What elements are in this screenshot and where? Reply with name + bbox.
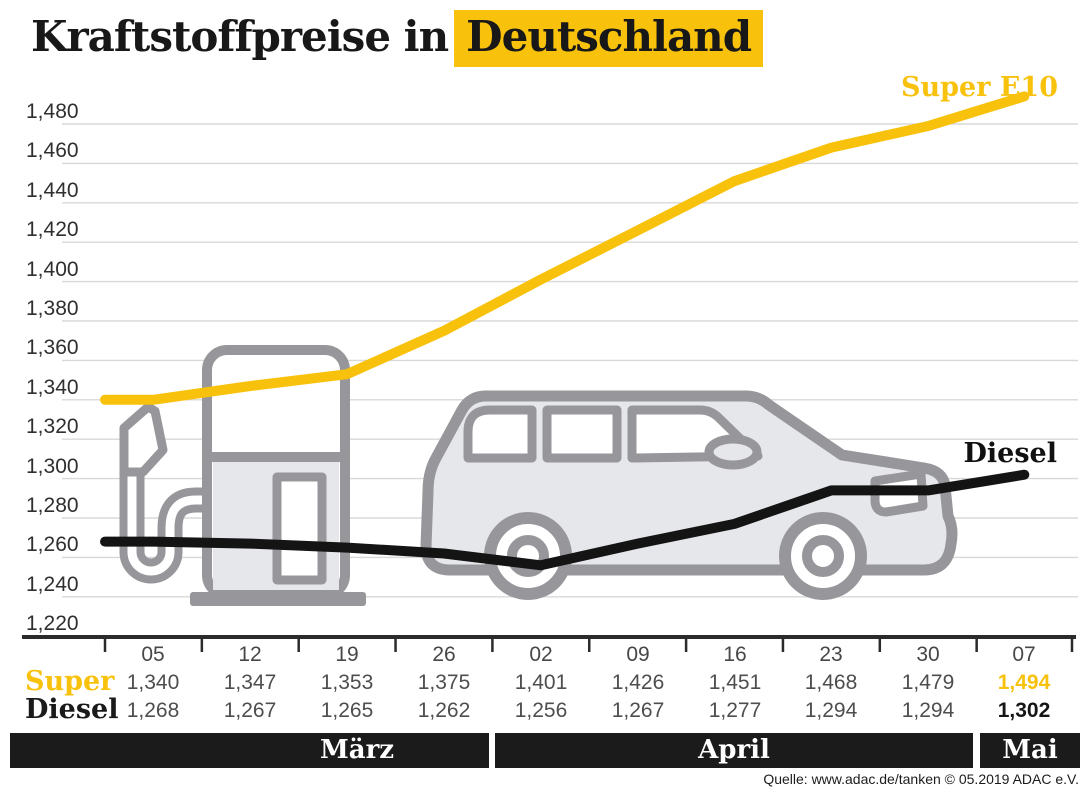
super-price-cell: 1,494 bbox=[997, 671, 1051, 694]
y-axis-label: 1,300 bbox=[26, 455, 79, 478]
month-band-april: April bbox=[495, 733, 973, 768]
fuel-pump-icon bbox=[119, 345, 366, 606]
y-axis-label: 1,380 bbox=[26, 297, 79, 320]
date-label: 26 bbox=[432, 643, 456, 666]
table-row-label-super: Super bbox=[25, 666, 115, 697]
page-title: Kraftstoffpreise in Deutschland bbox=[31, 10, 764, 67]
diesel-price-cell: 1,265 bbox=[320, 699, 374, 722]
y-axis-label: 1,400 bbox=[26, 258, 79, 281]
diesel-price-cell: 1,256 bbox=[514, 699, 568, 722]
x-axis bbox=[22, 635, 1076, 652]
super-price-cell: 1,479 bbox=[901, 671, 955, 694]
y-axis-label: 1,360 bbox=[26, 336, 79, 359]
diesel-line bbox=[100, 469, 1030, 571]
super-price-cell: 1,468 bbox=[804, 671, 858, 694]
diesel-series-label: Diesel bbox=[963, 438, 1058, 469]
date-label: 16 bbox=[723, 643, 747, 666]
super-price-cell: 1,347 bbox=[223, 671, 277, 694]
date-label: 07 bbox=[1012, 643, 1036, 666]
y-axis-label: 1,340 bbox=[26, 376, 79, 399]
super-price-cell: 1,426 bbox=[611, 671, 665, 694]
y-axis-label: 1,460 bbox=[26, 139, 79, 162]
super-price-cell: 1,353 bbox=[320, 671, 374, 694]
source-credit: Quelle: www.adac.de/tanken © 05.2019 ADA… bbox=[763, 771, 1079, 787]
y-axis-label: 1,440 bbox=[26, 179, 79, 202]
super-e10-line bbox=[100, 91, 1030, 405]
diesel-price-cell: 1,267 bbox=[611, 699, 665, 722]
diesel-price-cell: 1,262 bbox=[417, 699, 471, 722]
month-band-märz: März bbox=[10, 733, 489, 768]
super-price-cell: 1,401 bbox=[514, 671, 568, 694]
date-label: 02 bbox=[529, 643, 553, 666]
y-axis-label: 1,220 bbox=[26, 612, 79, 635]
date-label: 23 bbox=[819, 643, 843, 666]
title-text: Kraftstoffpreise in bbox=[31, 12, 449, 61]
month-band-mai: Mai bbox=[980, 733, 1080, 768]
diesel-price-cell: 1,294 bbox=[804, 699, 858, 722]
car-icon bbox=[420, 390, 958, 600]
y-axis-label: 1,240 bbox=[26, 573, 79, 596]
diesel-price-cell: 1,267 bbox=[223, 699, 277, 722]
diesel-price-cell: 1,294 bbox=[901, 699, 955, 722]
date-label: 05 bbox=[141, 643, 165, 666]
y-axis-label: 1,280 bbox=[26, 494, 79, 517]
super-price-cell: 1,340 bbox=[126, 671, 180, 694]
y-axis-label: 1,260 bbox=[26, 533, 79, 556]
super-e10-series-label: Super E10 bbox=[901, 72, 1058, 103]
super-price-cell: 1,451 bbox=[708, 671, 762, 694]
y-axis-label: 1,480 bbox=[26, 100, 79, 123]
y-axis-label: 1,320 bbox=[26, 415, 79, 438]
diesel-price-cell: 1,277 bbox=[708, 699, 762, 722]
super-price-cell: 1,375 bbox=[417, 671, 471, 694]
table-row-label-diesel: Diesel bbox=[25, 694, 119, 725]
date-label: 19 bbox=[335, 643, 359, 666]
date-label: 30 bbox=[916, 643, 940, 666]
diesel-price-cell: 1,302 bbox=[997, 699, 1051, 722]
date-label: 12 bbox=[238, 643, 262, 666]
title-highlight: Deutschland bbox=[454, 10, 764, 67]
y-axis-label: 1,420 bbox=[26, 218, 79, 241]
diesel-price-cell: 1,268 bbox=[126, 699, 180, 722]
date-label: 09 bbox=[626, 643, 650, 666]
